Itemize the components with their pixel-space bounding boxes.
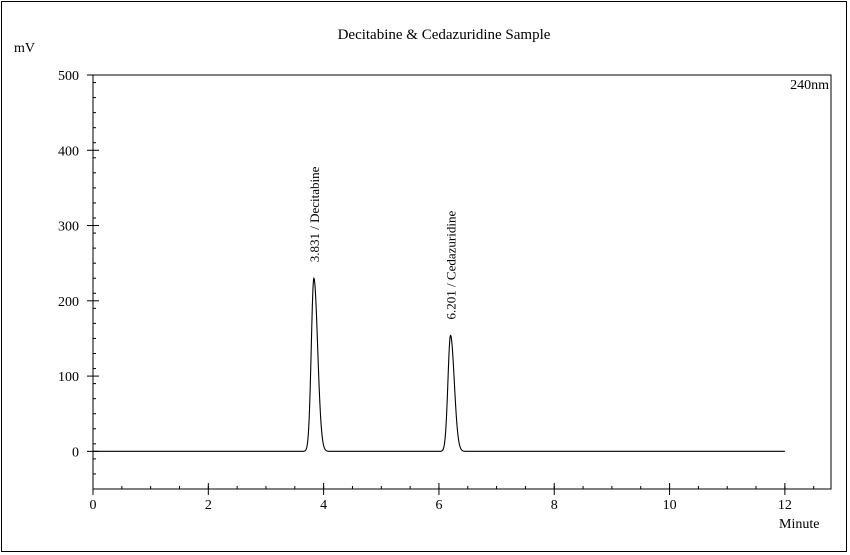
- y-tick-label: 100: [58, 370, 79, 385]
- y-tick-label: 300: [58, 220, 79, 235]
- y-tick-label: 200: [58, 295, 79, 310]
- plot-area-border: [92, 74, 832, 490]
- peak-label: 6.201 / Cedazuridine: [444, 211, 459, 320]
- signal-trace: [93, 277, 785, 452]
- x-axis-label: Minute: [779, 517, 819, 532]
- y-axis-label: mV: [14, 41, 35, 56]
- x-tick-label: 0: [90, 498, 97, 513]
- peak-label: 3.831 / Decitabine: [307, 166, 322, 262]
- x-tick-label: 4: [320, 498, 327, 513]
- y-tick-label: 400: [58, 144, 79, 159]
- y-tick-label: 500: [58, 69, 79, 84]
- x-tick-label: 8: [551, 498, 558, 513]
- y-tick-label: 0: [72, 445, 79, 460]
- wavelength-label: 240nm: [790, 78, 829, 93]
- x-tick-label: 10: [663, 498, 677, 513]
- chart-title: Decitabine & Cedazuridine Sample: [338, 27, 551, 43]
- x-tick-label: 2: [205, 498, 212, 513]
- x-tick-label: 12: [778, 498, 792, 513]
- x-tick-label: 6: [435, 498, 442, 513]
